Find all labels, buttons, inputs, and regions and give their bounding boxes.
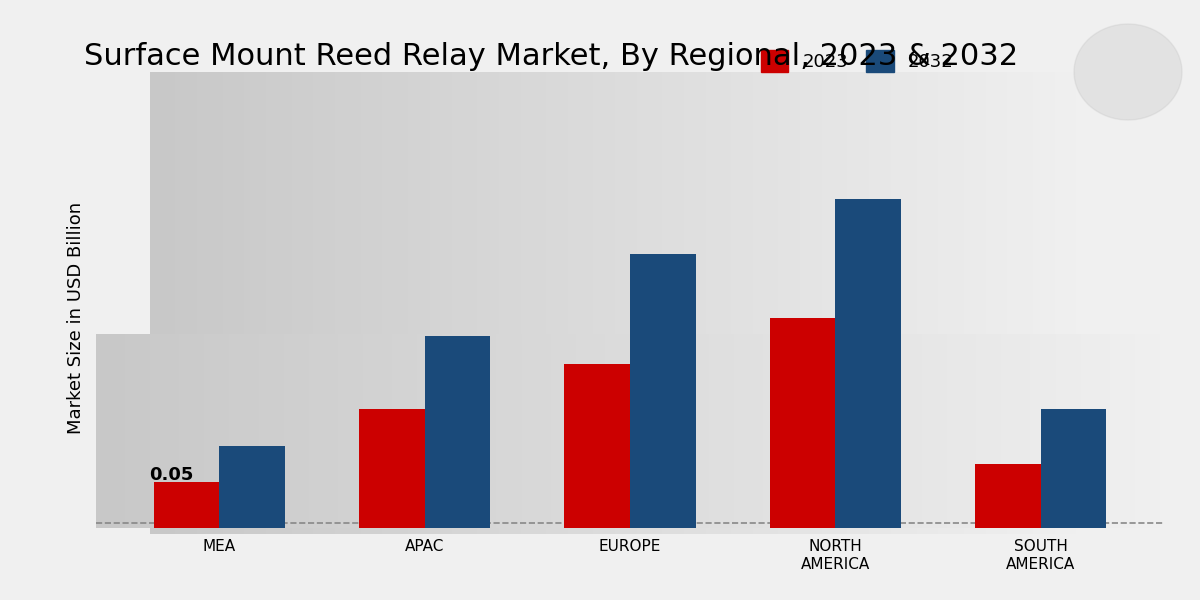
Bar: [1040, 409, 1106, 528]
Bar: [425, 336, 491, 528]
Bar: [835, 199, 901, 528]
Legend: 2023, 2032: 2023, 2032: [752, 41, 962, 82]
Text: Surface Mount Reed Relay Market, By Regional, 2023 & 2032: Surface Mount Reed Relay Market, By Regi…: [84, 42, 1018, 71]
Bar: [976, 464, 1040, 528]
Y-axis label: Market Size in USD Billion: Market Size in USD Billion: [67, 202, 85, 434]
Bar: [564, 364, 630, 528]
Bar: [769, 318, 835, 528]
Bar: [359, 409, 425, 528]
Text: 0.05: 0.05: [150, 466, 193, 484]
Bar: [220, 446, 284, 528]
Bar: [630, 254, 696, 528]
Bar: [154, 482, 220, 528]
